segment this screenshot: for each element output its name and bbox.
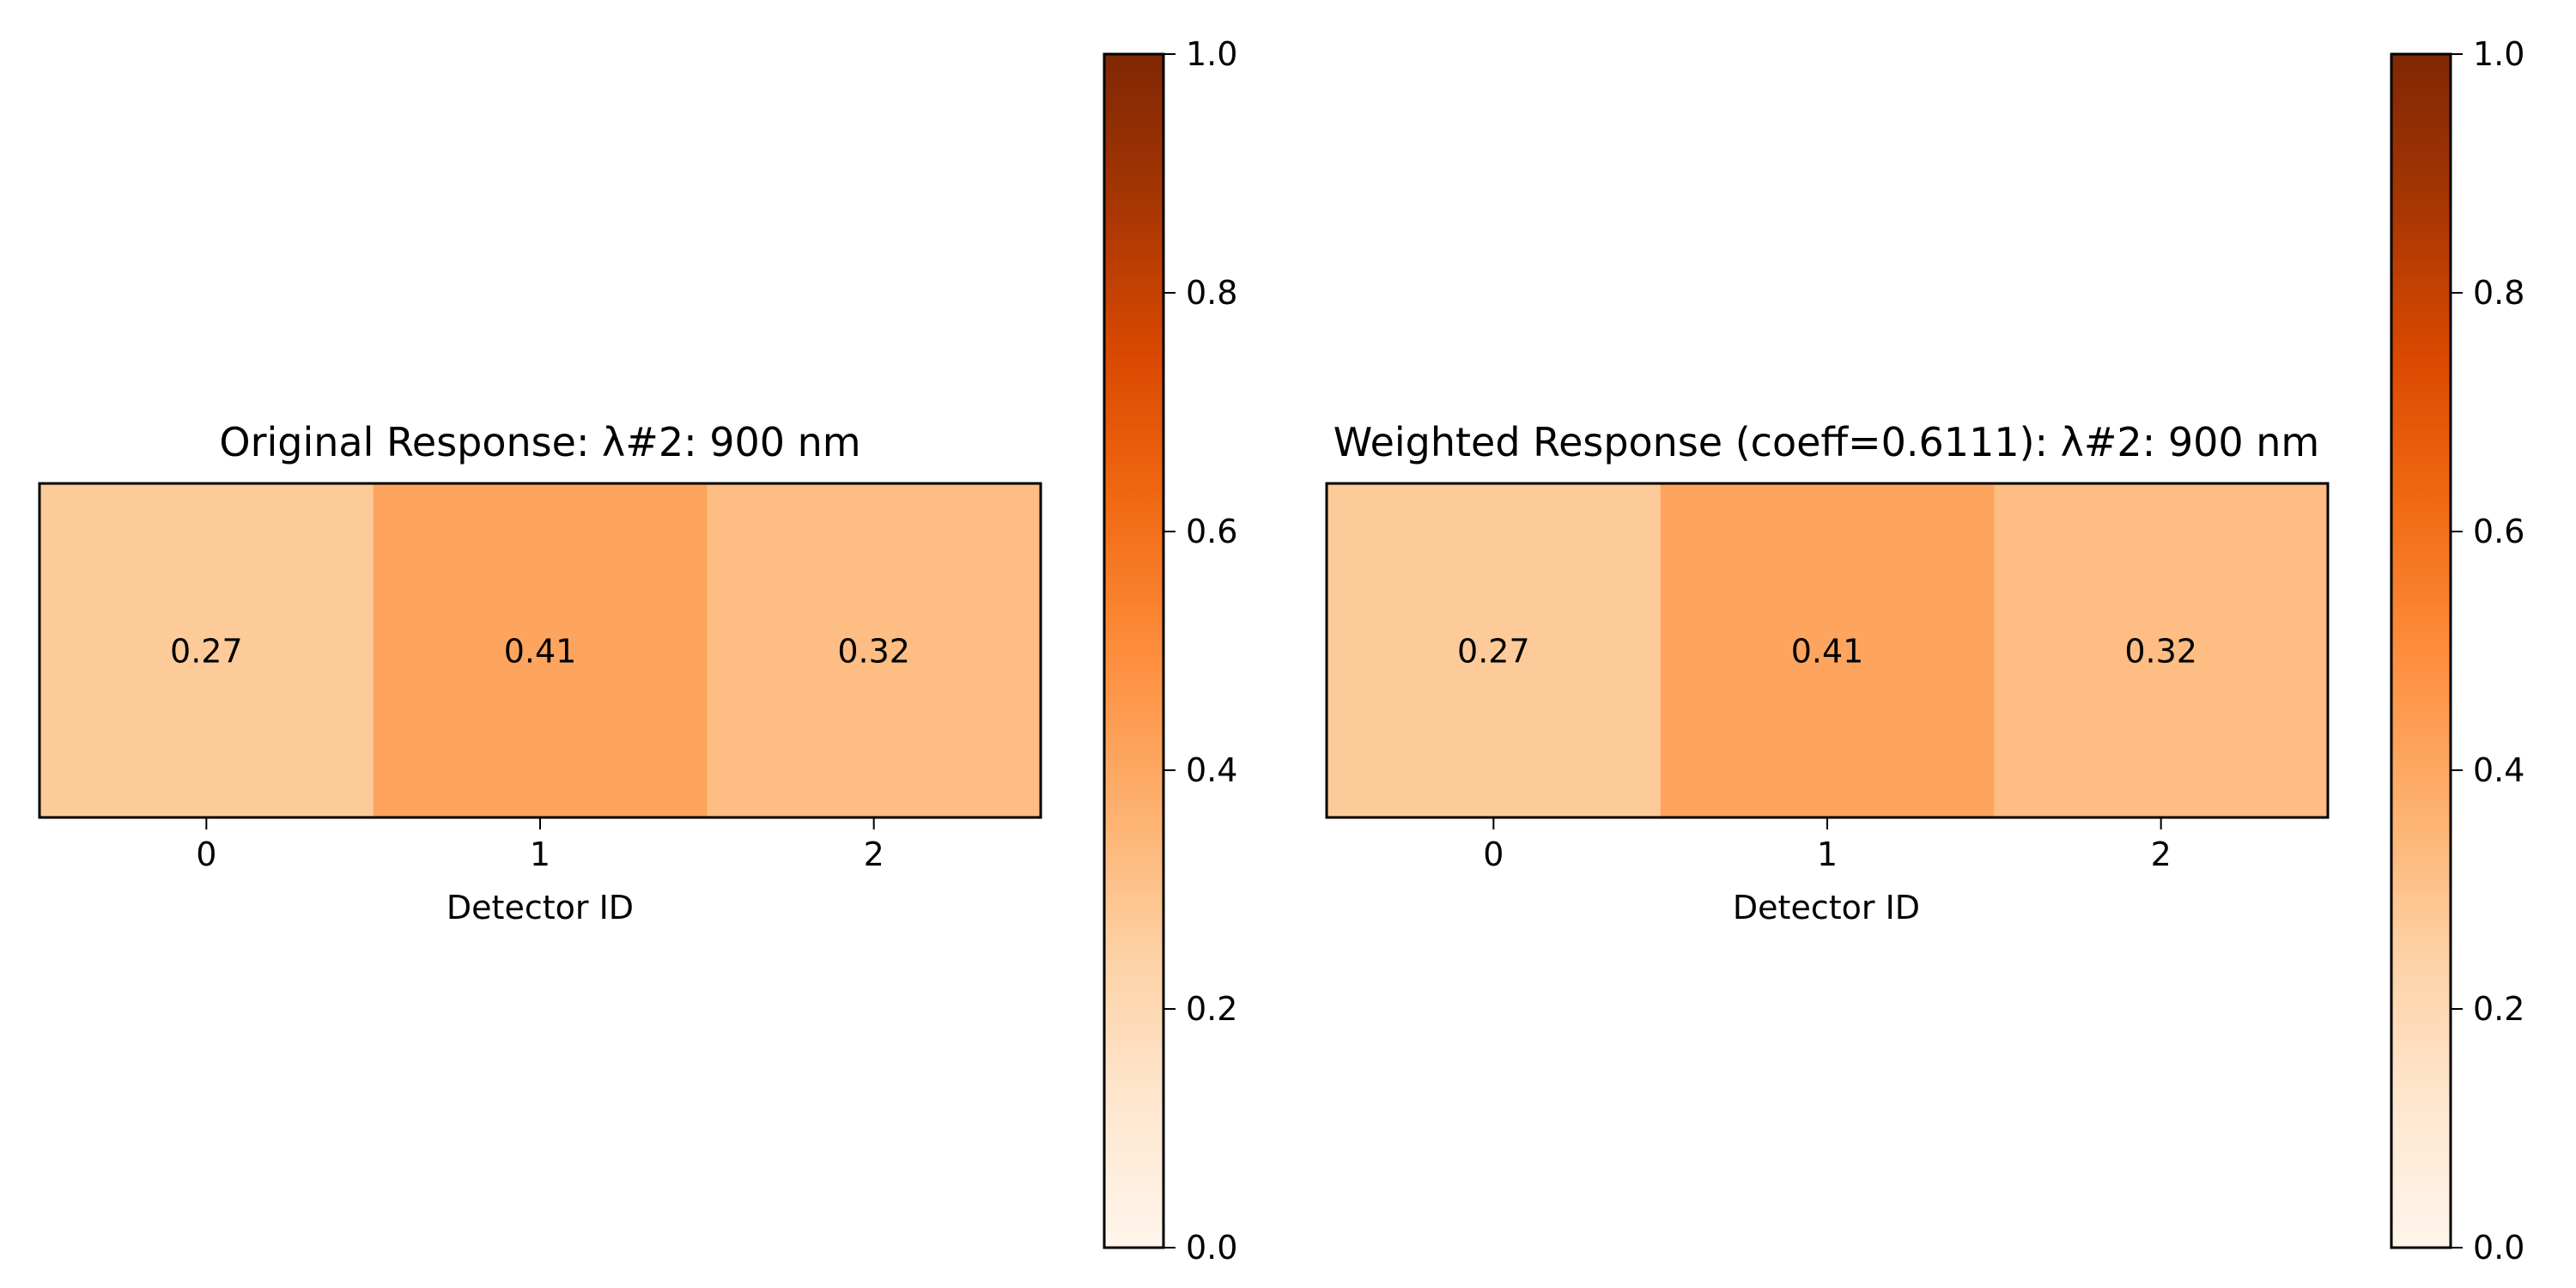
x-tick-label: 0: [196, 835, 216, 873]
chart-title: Original Response: λ#2: 900 nm: [219, 419, 860, 465]
x-tick-label: 2: [2151, 835, 2172, 873]
colorbar-tick-label: 1.0: [2473, 35, 2524, 73]
x-tick-label: 0: [1483, 835, 1504, 873]
colorbar-tick-label: 0.0: [1186, 1229, 1237, 1267]
colorbar-tick-label: 0.0: [2473, 1229, 2524, 1267]
colorbar-ticks: 0.0 0.2 0.4 0.6 0.8 1.0: [2451, 35, 2524, 1267]
cell-value-label: 0.27: [1457, 633, 1530, 671]
colorbar-tick-label: 0.2: [2473, 990, 2524, 1028]
x-axis-label: Detector ID: [447, 889, 634, 927]
cell-value-label: 0.41: [504, 633, 577, 671]
cell-value-label: 0.32: [837, 633, 910, 671]
colorbar-ticks: 0.0 0.2 0.4 0.6 0.8 1.0: [1163, 35, 1237, 1267]
heatmap-cell-1: [1660, 483, 1995, 817]
heatmap-cell-2: [707, 483, 1042, 817]
colorbar-tick-label: 0.6: [2473, 513, 2524, 550]
cell-value-label: 0.41: [1791, 633, 1864, 671]
cell-value-label: 0.27: [170, 633, 243, 671]
heatmap-cell-1: [373, 483, 708, 817]
x-tick-label: 2: [864, 835, 884, 873]
colorbar-tick-label: 0.2: [1186, 990, 1237, 1028]
cell-value-label: 0.32: [2124, 633, 2197, 671]
x-tick-label: 1: [530, 835, 550, 873]
x-axis-ticks: 0 1 2: [196, 817, 884, 873]
x-tick-label: 1: [1817, 835, 1838, 873]
colorbar-tick-label: 0.4: [1186, 751, 1237, 789]
colorbar-tick-label: 1.0: [1186, 35, 1237, 73]
colorbar: [1103, 52, 1165, 1249]
x-axis-ticks: 0 1 2: [1483, 817, 2172, 873]
heatmap-cells: 0.27 0.41 0.32: [1327, 483, 2329, 817]
colorbar: [2390, 52, 2452, 1249]
x-axis-label: Detector ID: [1733, 889, 1920, 927]
colorbar-tick-label: 0.8: [1186, 274, 1237, 312]
colorbar-tick-label: 0.8: [2473, 274, 2524, 312]
heatmap-panel-original: Original Response: λ#2: 900 nm 0.27 0.41 0…: [38, 35, 1237, 1267]
heatmap-cells: 0.27 0.41 0.32: [39, 483, 1042, 817]
chart-title: Weighted Response (coeff=0.6111): λ#2: 9…: [1334, 419, 2319, 465]
colorbar-tick-label: 0.4: [2473, 751, 2524, 789]
heatmap-cell-0: [1327, 483, 1662, 817]
heatmap-panel-weighted: Weighted Response (coeff=0.6111): λ#2: 9…: [1325, 35, 2524, 1267]
heatmap-cell-2: [1994, 483, 2329, 817]
colorbar-tick-label: 0.6: [1186, 513, 1237, 550]
heatmap-cell-0: [39, 483, 374, 817]
